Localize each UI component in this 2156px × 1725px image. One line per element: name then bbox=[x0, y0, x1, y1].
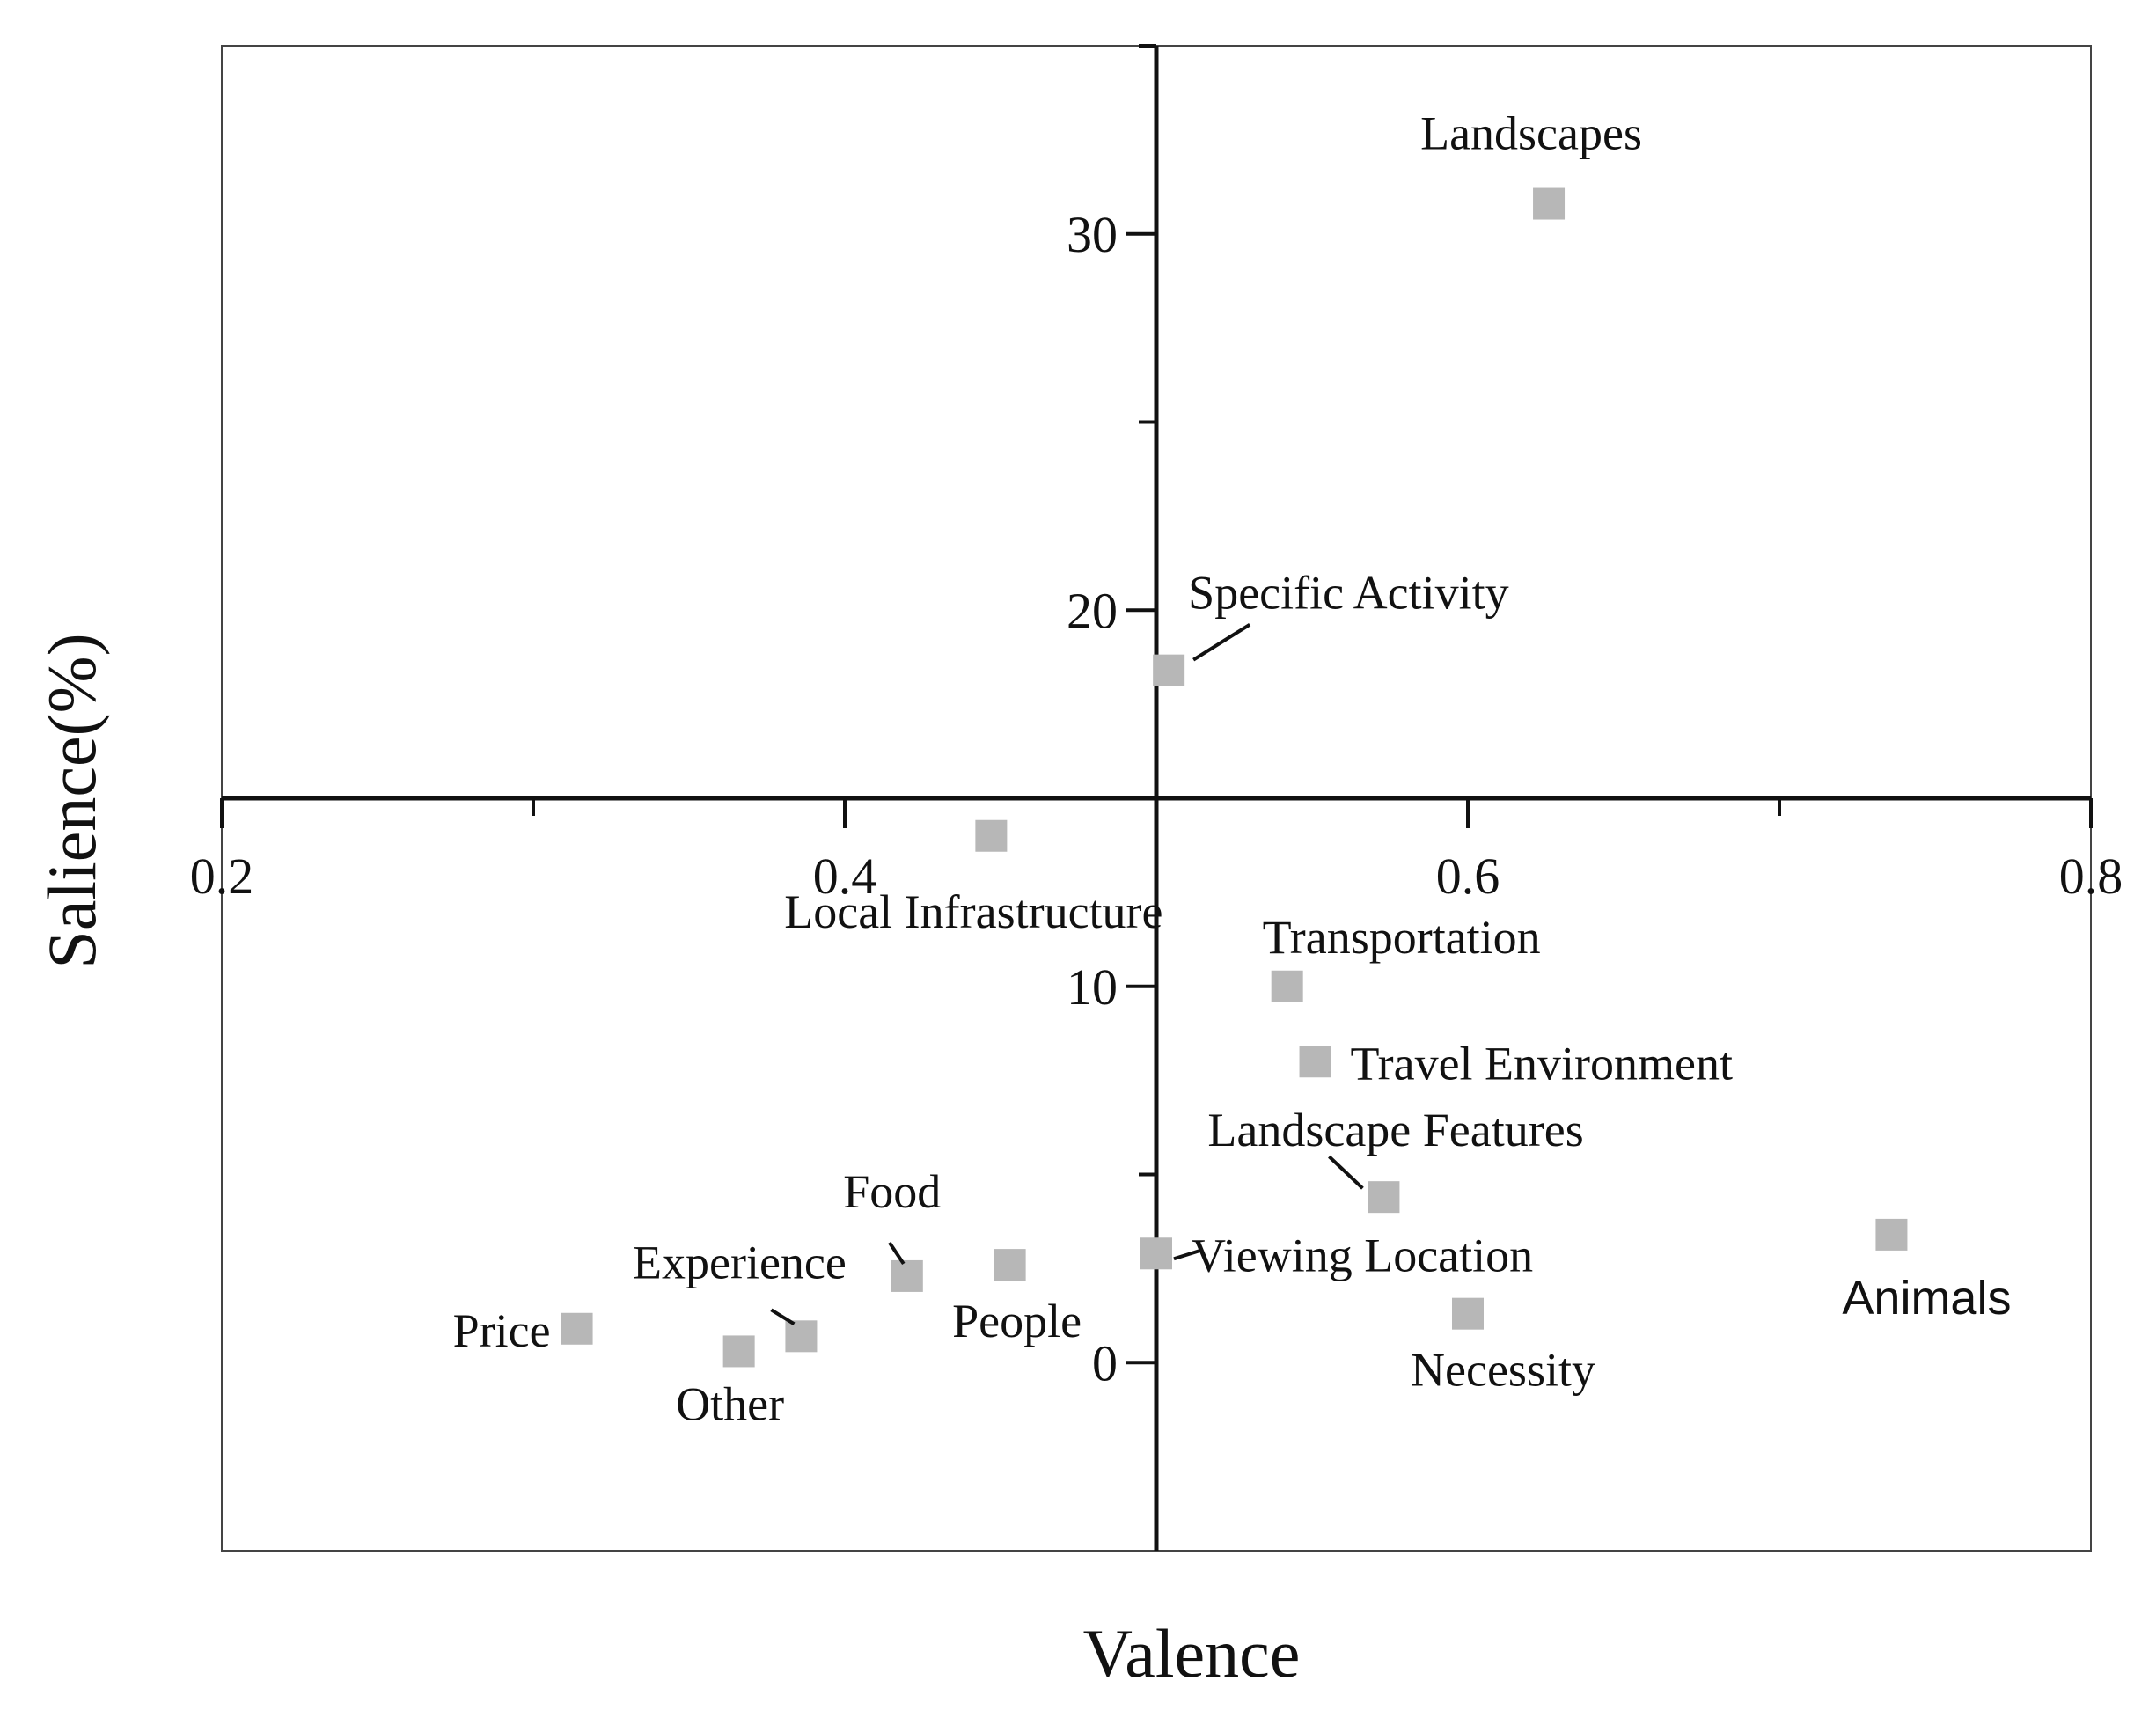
x-axis-title: Valence bbox=[1083, 1615, 1301, 1692]
point-label: Landscapes bbox=[1420, 107, 1642, 160]
leader-line bbox=[1328, 1155, 1364, 1190]
data-point bbox=[785, 1320, 818, 1353]
x-tick-label: 0.8 bbox=[2059, 848, 2123, 905]
point-label: Specific Activity bbox=[1188, 567, 1508, 620]
point-label: Price bbox=[453, 1304, 551, 1357]
y-tick-label: 30 bbox=[1067, 206, 1118, 263]
data-point bbox=[1452, 1297, 1484, 1330]
x-tick-label: 0.2 bbox=[190, 848, 254, 905]
leader-line bbox=[1173, 1248, 1203, 1261]
data-point bbox=[975, 819, 1008, 852]
point-label: Landscape Features bbox=[1207, 1104, 1583, 1156]
x-tick-label: 0.4 bbox=[813, 848, 877, 905]
y-axis-title: Salience(%) bbox=[33, 633, 110, 968]
point-label: Necessity bbox=[1411, 1344, 1595, 1397]
point-label: Viewing Location bbox=[1192, 1229, 1533, 1281]
data-point bbox=[1368, 1181, 1400, 1214]
data-point bbox=[1299, 1046, 1331, 1078]
data-point bbox=[1153, 654, 1185, 686]
x-tick-label: 0.6 bbox=[1436, 848, 1500, 905]
point-label: Food bbox=[843, 1165, 941, 1218]
data-point bbox=[1533, 187, 1566, 220]
point-label: Experience bbox=[633, 1236, 847, 1288]
data-point bbox=[1140, 1237, 1172, 1270]
data-point bbox=[994, 1249, 1026, 1281]
leader-line bbox=[1192, 622, 1251, 662]
point-label: Local Infrastructure bbox=[784, 885, 1162, 938]
leader-line bbox=[888, 1241, 906, 1266]
y-tick-label: 0 bbox=[1092, 1334, 1118, 1391]
leader-line bbox=[770, 1308, 796, 1326]
point-label: Animals bbox=[1842, 1272, 2011, 1325]
point-label: Other bbox=[676, 1377, 784, 1430]
y-tick-label: 20 bbox=[1067, 582, 1118, 639]
data-point bbox=[722, 1335, 755, 1368]
point-label: Travel Environment bbox=[1351, 1037, 1733, 1090]
data-point bbox=[561, 1312, 593, 1345]
data-point bbox=[1875, 1218, 1908, 1251]
point-label: Transportation bbox=[1263, 911, 1541, 964]
y-tick-label: 10 bbox=[1067, 958, 1118, 1016]
data-point bbox=[1271, 970, 1303, 1002]
point-label: People bbox=[952, 1295, 1082, 1347]
data-point bbox=[891, 1259, 923, 1292]
